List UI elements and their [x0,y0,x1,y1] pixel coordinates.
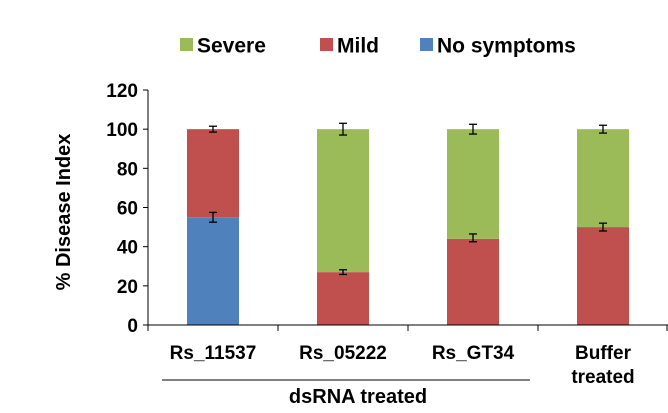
bar-rs-05222-severe [317,129,369,273]
error-bar-rs-11537-no-symptoms [209,211,217,223]
legend-label-no-symptoms: No symptoms [437,35,576,58]
bar-rs-gt34-severe [447,129,499,239]
x-tick-label-rs-11537: Rs_11537 [170,343,257,364]
x-tick-label-rs-gt34: Rs_GT34 [432,343,515,364]
x-axis: Rs_11537 Rs_05222 Rs_GT34 Buffer treated [147,324,668,388]
error-bar-rs-05222-severe [339,122,347,136]
error-bar-buffer-treated-mild [599,222,607,232]
y-axis-title: % Disease Index [53,134,75,291]
error-bar-rs-gt34-mild [469,233,477,243]
y-tick-label: 60 [117,199,138,220]
y-tick-label: 0 [127,316,138,337]
error-bar-rs-gt34-severe [469,123,477,135]
group-label-dsrna-treated: dsRNA treated [289,386,427,408]
error-bar-rs-05222-mild [339,269,347,276]
legend-item-mild: Mild [320,35,379,58]
x-tick-label-line: Rs_GT34 [432,343,515,364]
bar-rs-gt34-mild [447,238,499,325]
y-tick-label: 100 [106,120,138,141]
legend-swatch-mild [320,38,333,51]
bar-buffer-treated-severe [577,129,629,228]
bars [187,129,629,325]
legend-label-severe: Severe [197,35,266,58]
y-tick-label: 40 [117,238,138,259]
x-tick-label-rs-05222: Rs_05222 [299,343,387,364]
legend-item-severe: Severe [180,35,266,58]
legend: Severe Mild No symptoms [180,35,576,58]
y-tick-label: 20 [117,277,138,298]
error-bar-buffer-treated-severe [599,124,607,134]
bar-rs-05222-mild [317,272,369,325]
legend-swatch-no-symptoms [420,38,433,51]
legend-swatch-severe [180,38,193,51]
error-bar-rs-11537-mild [209,125,217,133]
y-tick-label: 120 [106,81,138,102]
legend-item-no-symptoms: No symptoms [420,35,576,58]
bar-rs-11537-no-symptoms [187,217,239,325]
y-tick-label: 80 [117,159,138,180]
bar-rs-11537-mild [187,129,239,218]
bar-buffer-treated-mild [577,227,629,325]
x-tick-label-line: treated [571,367,634,388]
x-tick-label-line: Rs_05222 [299,343,387,364]
legend-label-mild: Mild [337,35,379,58]
y-axis: 0 20 40 60 80 100 120 [106,81,149,337]
x-tick-label-buffer-treated: Buffer treated [571,343,634,388]
x-tick-label-line: Rs_11537 [170,343,257,364]
x-tick-label-line: Buffer [575,343,632,364]
error-bars [209,122,607,276]
